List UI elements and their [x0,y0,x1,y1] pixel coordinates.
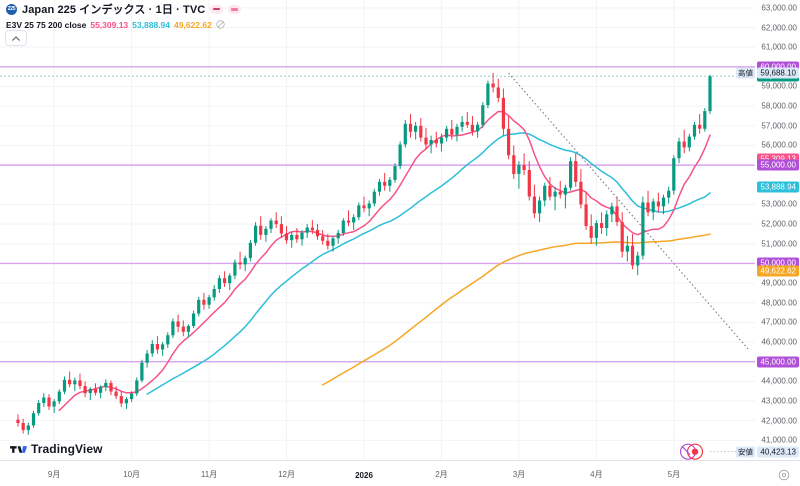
ma200-label[interactable]: 49,622.62 [757,265,799,277]
time-tick: 12月 [278,470,295,479]
price-tick: 48,000.00 [761,298,797,308]
chevron-up-icon [12,35,20,41]
price-axis[interactable]: 63,000.00 62,000.00 61,000.00 59,000.00 58,0… [736,0,800,460]
ma75-line [146,132,711,395]
time-tick: 11月 [200,470,218,479]
price-tick: 57,000.00 [761,121,797,131]
price-tick: 51,000.00 [761,239,797,249]
price-tick: 52,000.00 [761,219,797,229]
indicator-value-ma75: 53,888.94 [132,19,170,30]
tradingview-logo[interactable]: TradingView [10,442,103,456]
indicator-badge[interactable] [228,4,242,14]
price-tick: 61,000.00 [761,42,797,52]
time-tick: 2月 [435,470,448,479]
resistance-50000[interactable]: 50,000.00 [757,257,799,269]
chart-style-badge[interactable] [210,4,224,14]
tradingview-logo-text: TradingView [31,442,103,456]
time-tick: 5月 [667,470,681,479]
high-marker-tag: 高値 [736,67,755,79]
high-marker-value: 59,688.10 [757,67,799,79]
ma25-label[interactable]: 55,309.13 [757,153,799,165]
resistance-60000[interactable]: 60,000.00 [757,61,799,73]
collapse-legend-button[interactable] [5,30,27,46]
price-tick: 63,000.00 [761,3,797,13]
symbol-logo-icon: 225 [6,3,17,15]
horizontal-price-lines [0,66,755,363]
chart-canvas[interactable] [0,0,755,460]
price-tick: 53,000.00 [761,199,797,209]
low-marker-value: 40,423.13 [757,446,799,458]
price-tick: 62,000.00 [761,23,797,33]
indicator-value-ma200: 49,622.62 [174,19,212,30]
ma25-line [58,110,711,411]
ma75-label[interactable]: 53,888.94 [757,181,799,193]
price-tick: 49,000.00 [761,278,797,288]
price-tick: 46,000.00 [761,337,797,347]
price-tick: 41,000.00 [761,435,797,445]
candlestick-series [16,72,712,435]
time-tick: 10月 [123,470,141,479]
price-tick: 59,000.00 [761,81,797,91]
price-tick: 42,000.00 [761,416,797,426]
resistance-55000[interactable]: 55,000.00 [757,159,799,171]
price-tick: 58,000.00 [761,101,797,111]
trendline-drawing[interactable] [508,72,749,350]
price-tick: 47,000.00 [761,317,797,327]
chart-legend: 225 Japan 225 インデックス · 1日 · TVC E3V 25 7… [6,2,242,31]
resistance-45000[interactable]: 45,000.00 [757,356,799,368]
low-marker-tag: 安値 [736,446,755,458]
indicator-name: E3V 25 75 200 close [6,19,87,30]
gear-icon[interactable] [778,469,790,481]
time-tick: 3月 [512,470,526,479]
symbol-row[interactable]: 225 Japan 225 インデックス · 1日 · TVC [6,2,242,16]
eye-crossed-icon[interactable] [216,20,225,29]
time-axis[interactable]: 9月 10月 11月 12月 2026 2月 3月 4月 5月 [0,460,800,486]
indicator-legend-row[interactable]: E3V 25 75 200 close 55,309.13 53,888.94 … [6,18,241,31]
price-tick: 44,000.00 [761,376,797,386]
tradingview-logo-icon [10,445,27,453]
time-tick: 4月 [590,470,603,479]
symbol-title[interactable]: Japan 225 インデックス · 1日 · TVC [22,4,206,16]
price-tick: 43,000.00 [761,396,797,406]
time-tick: 9月 [47,470,61,479]
ma200-line [321,233,711,386]
indicator-value-ma25: 55,309.13 [90,19,129,30]
extreme-markers [679,443,755,460]
chart-plot-area[interactable] [0,0,755,460]
price-tick: 56,000.00 [761,140,797,150]
time-tick: 2026 [355,471,373,480]
